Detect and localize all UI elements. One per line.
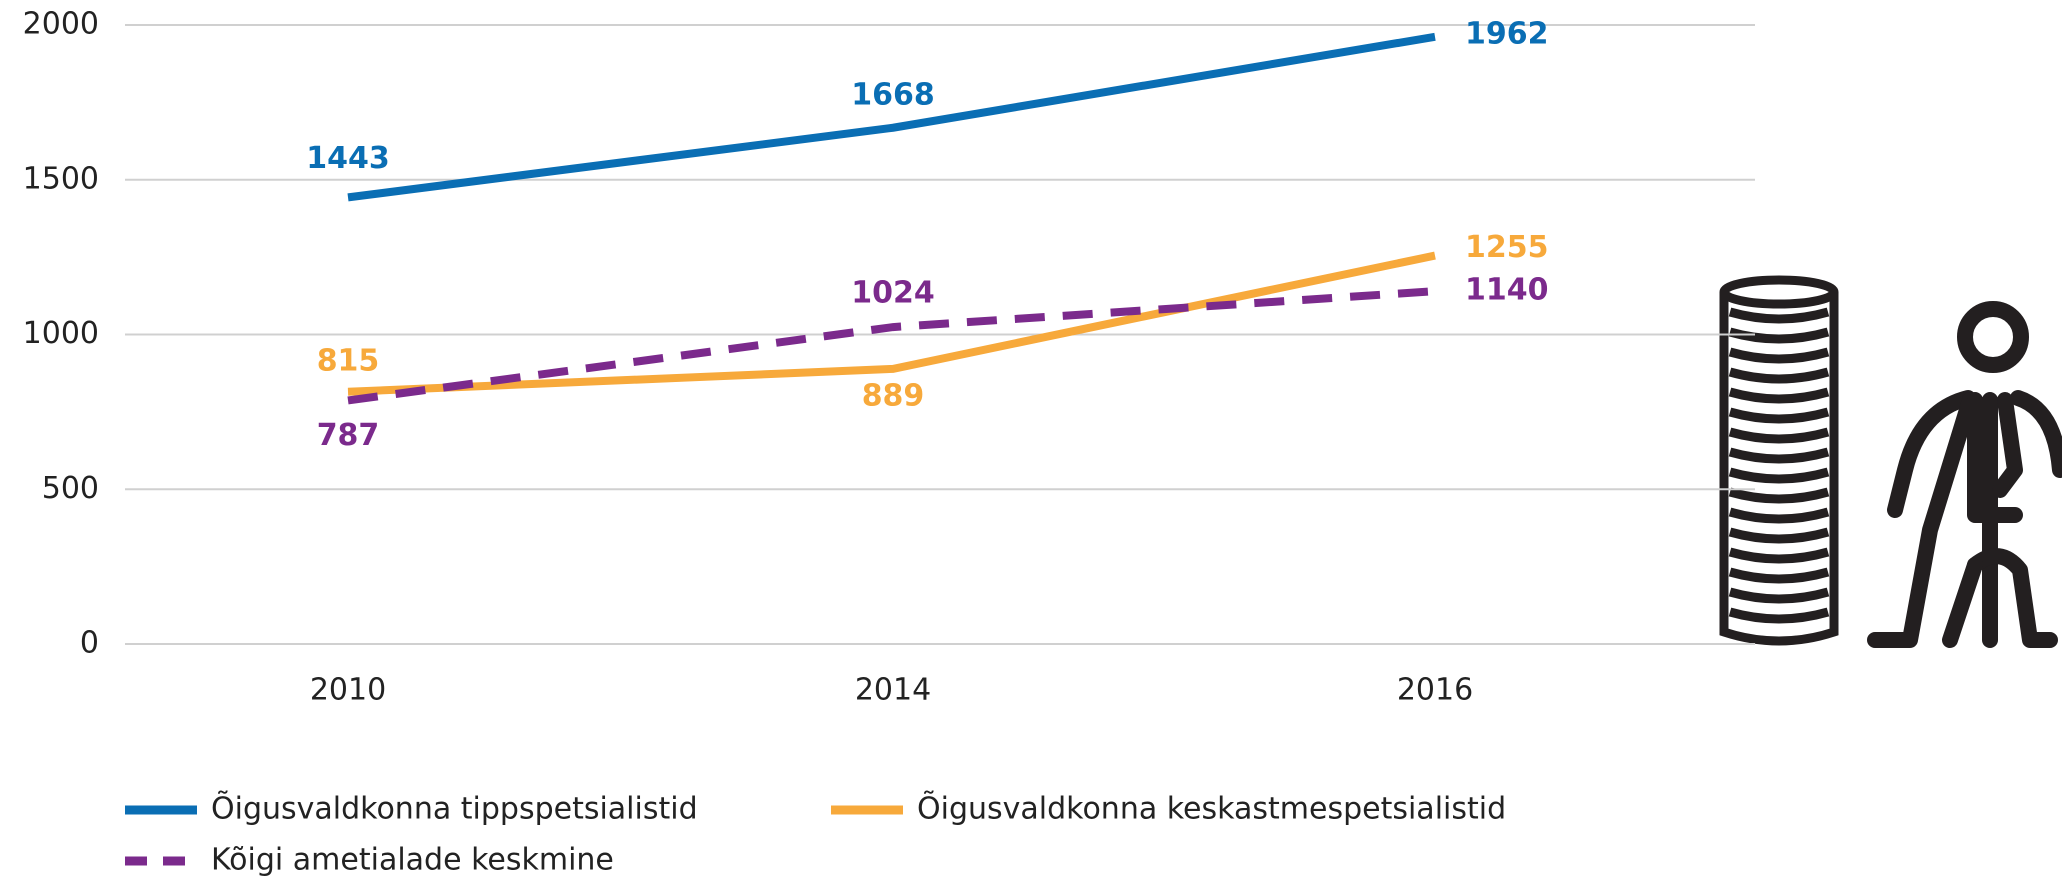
- data-label: 1962: [1465, 16, 1549, 51]
- y-tick-label: 500: [42, 471, 99, 506]
- legend-label: Õigusvaldkonna keskastmespetsialistid: [917, 790, 1506, 827]
- data-label: 815: [317, 343, 380, 378]
- data-label: 889: [862, 378, 925, 413]
- y-tick-label: 1500: [23, 161, 99, 196]
- data-label: 1024: [851, 276, 935, 311]
- coin-stack-icon: [1719, 275, 1839, 646]
- person-icon: [1867, 301, 2062, 648]
- data-label: 1668: [851, 77, 935, 112]
- legend-label: Õigusvaldkonna tippspetsialistid: [211, 790, 698, 827]
- series-line: [347, 287, 1436, 405]
- x-tick-label: 2010: [310, 673, 386, 708]
- series-line: [347, 251, 1436, 396]
- data-label: 787: [317, 418, 380, 453]
- x-tick-label: 2016: [1397, 673, 1473, 708]
- y-tick-label: 1000: [23, 316, 99, 351]
- data-label: 1443: [306, 141, 390, 176]
- y-tick-label: 2000: [23, 7, 99, 42]
- data-label: 1140: [1465, 273, 1549, 308]
- data-label: 1255: [1465, 230, 1549, 265]
- legend-label: Kõigi ametialade keskmine: [211, 843, 614, 877]
- x-tick-label: 2014: [855, 673, 931, 708]
- y-tick-label: 0: [80, 626, 99, 661]
- series-line: [347, 32, 1436, 202]
